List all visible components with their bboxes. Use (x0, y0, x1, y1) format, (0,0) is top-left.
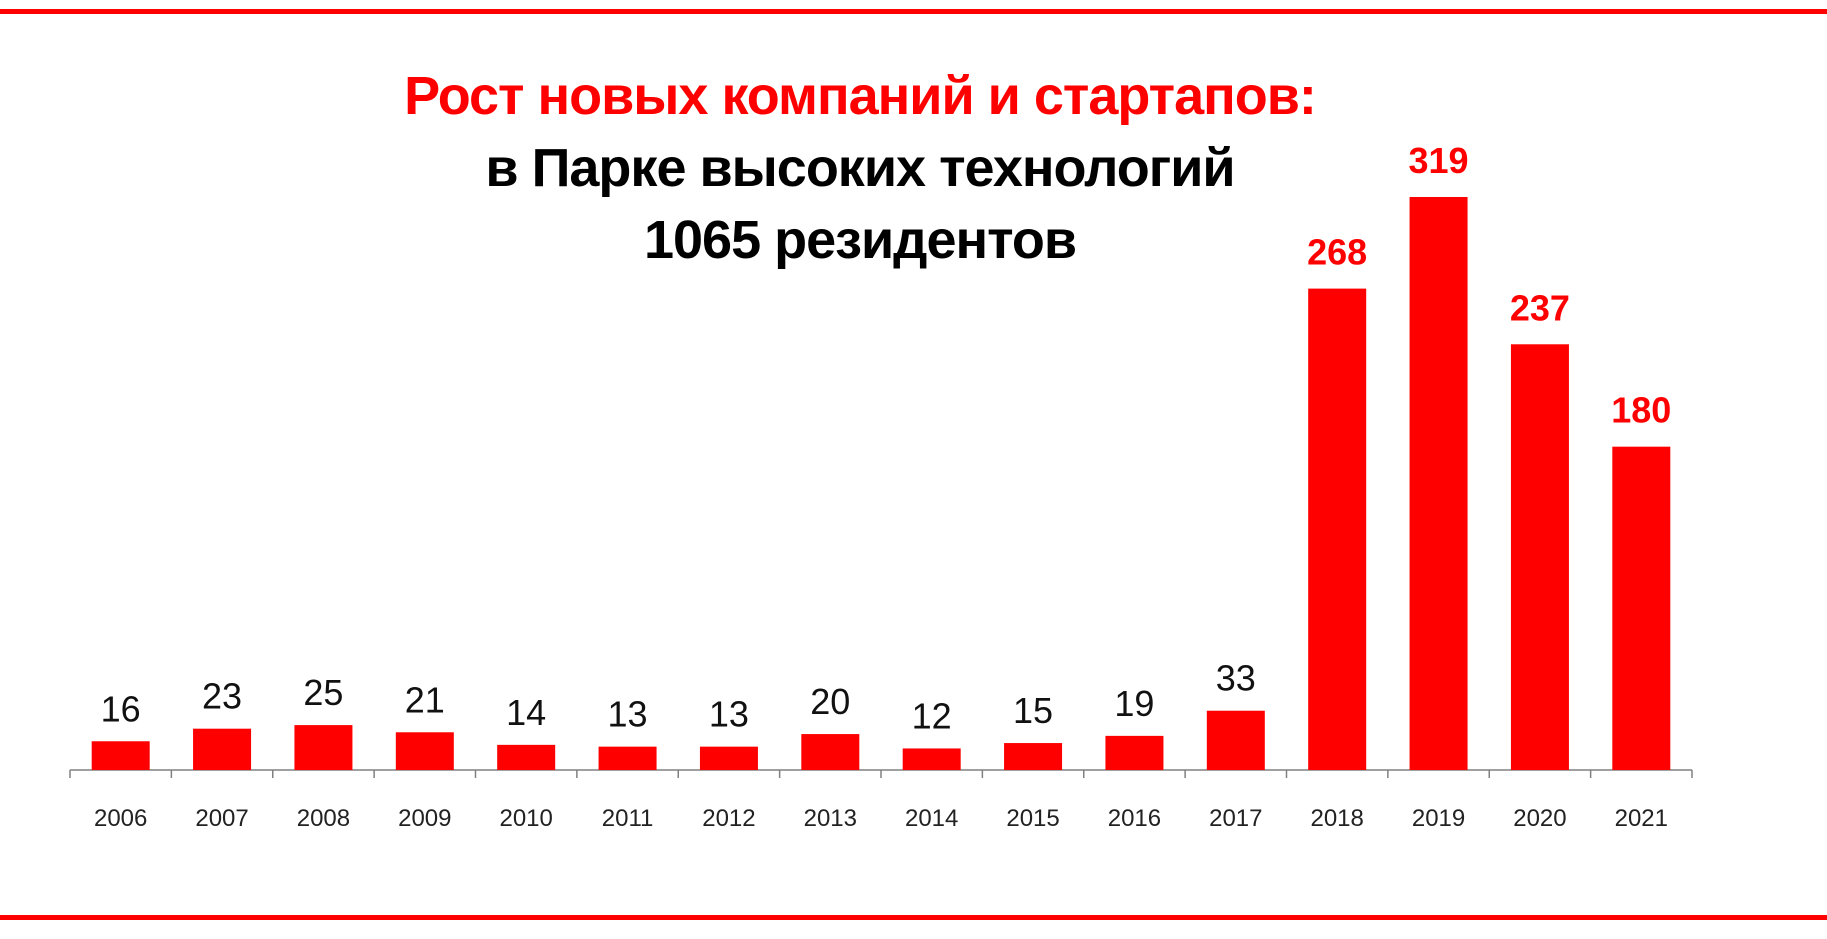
bar-2006 (91, 741, 150, 770)
x-tick-label-2011: 2011 (602, 805, 654, 832)
bottom-rule (0, 915, 1827, 920)
x-tick-label-2008: 2008 (297, 805, 350, 832)
x-tick-label-2018: 2018 (1310, 805, 1363, 832)
data-label-2014: 12 (912, 695, 952, 736)
data-label-2010: 14 (506, 692, 546, 733)
data-label-2007: 23 (202, 676, 242, 717)
bar-2007 (193, 728, 252, 770)
chart-title: Рост новых компаний и стартапов: (404, 66, 1317, 126)
x-tick-label-2019: 2019 (1412, 805, 1465, 832)
data-label-2011: 13 (608, 694, 648, 735)
bar-2021 (1612, 446, 1671, 770)
bar-2008 (294, 725, 353, 770)
data-label-2020: 237 (1510, 287, 1570, 328)
bar-2019 (1409, 197, 1468, 770)
bar-2018 (1308, 288, 1367, 770)
x-tick-label-2016: 2016 (1108, 805, 1161, 832)
x-tick-label-2020: 2020 (1513, 805, 1566, 832)
data-label-2021: 180 (1611, 390, 1671, 431)
data-label-2006: 16 (101, 688, 141, 729)
bar-2014 (902, 748, 961, 770)
x-tick-label-2015: 2015 (1006, 805, 1059, 832)
x-tick-label-2012: 2012 (702, 805, 755, 832)
data-label-2008: 25 (303, 672, 343, 713)
bar-2020 (1510, 344, 1569, 770)
chart-subtitle: в Парке высоких технологий (485, 138, 1235, 198)
chart-residents-count: 1065 резидентов (643, 210, 1077, 270)
bar-2016 (1105, 735, 1164, 770)
data-label-2019: 319 (1409, 140, 1469, 181)
x-tick-label-2010: 2010 (499, 805, 552, 832)
bar-2012 (699, 746, 758, 770)
x-tick-label-2021: 2021 (1615, 805, 1668, 832)
data-label-2009: 21 (405, 679, 445, 720)
top-rule (0, 9, 1827, 14)
data-label-2017: 33 (1216, 658, 1256, 699)
bar-2011 (598, 746, 657, 770)
data-label-2015: 15 (1013, 690, 1053, 731)
bar-2010 (497, 744, 556, 770)
data-label-2016: 19 (1114, 683, 1154, 724)
data-label-2013: 20 (810, 681, 850, 722)
x-tick-label-2014: 2014 (905, 805, 958, 832)
bar-2013 (801, 734, 860, 770)
x-tick-label-2017: 2017 (1209, 805, 1262, 832)
x-tick-label-2006: 2006 (94, 805, 147, 832)
bar-2009 (395, 732, 454, 770)
x-tick-label-2009: 2009 (398, 805, 451, 832)
x-tick-label-2013: 2013 (804, 805, 857, 832)
data-label-2012: 13 (709, 694, 749, 735)
x-tick-label-2007: 2007 (195, 805, 248, 832)
title-block: Рост новых компаний и стартапов: в Парке… (0, 60, 1720, 276)
bar-2017 (1206, 710, 1265, 770)
bar-2015 (1004, 743, 1063, 770)
data-label-2018: 268 (1307, 232, 1367, 273)
